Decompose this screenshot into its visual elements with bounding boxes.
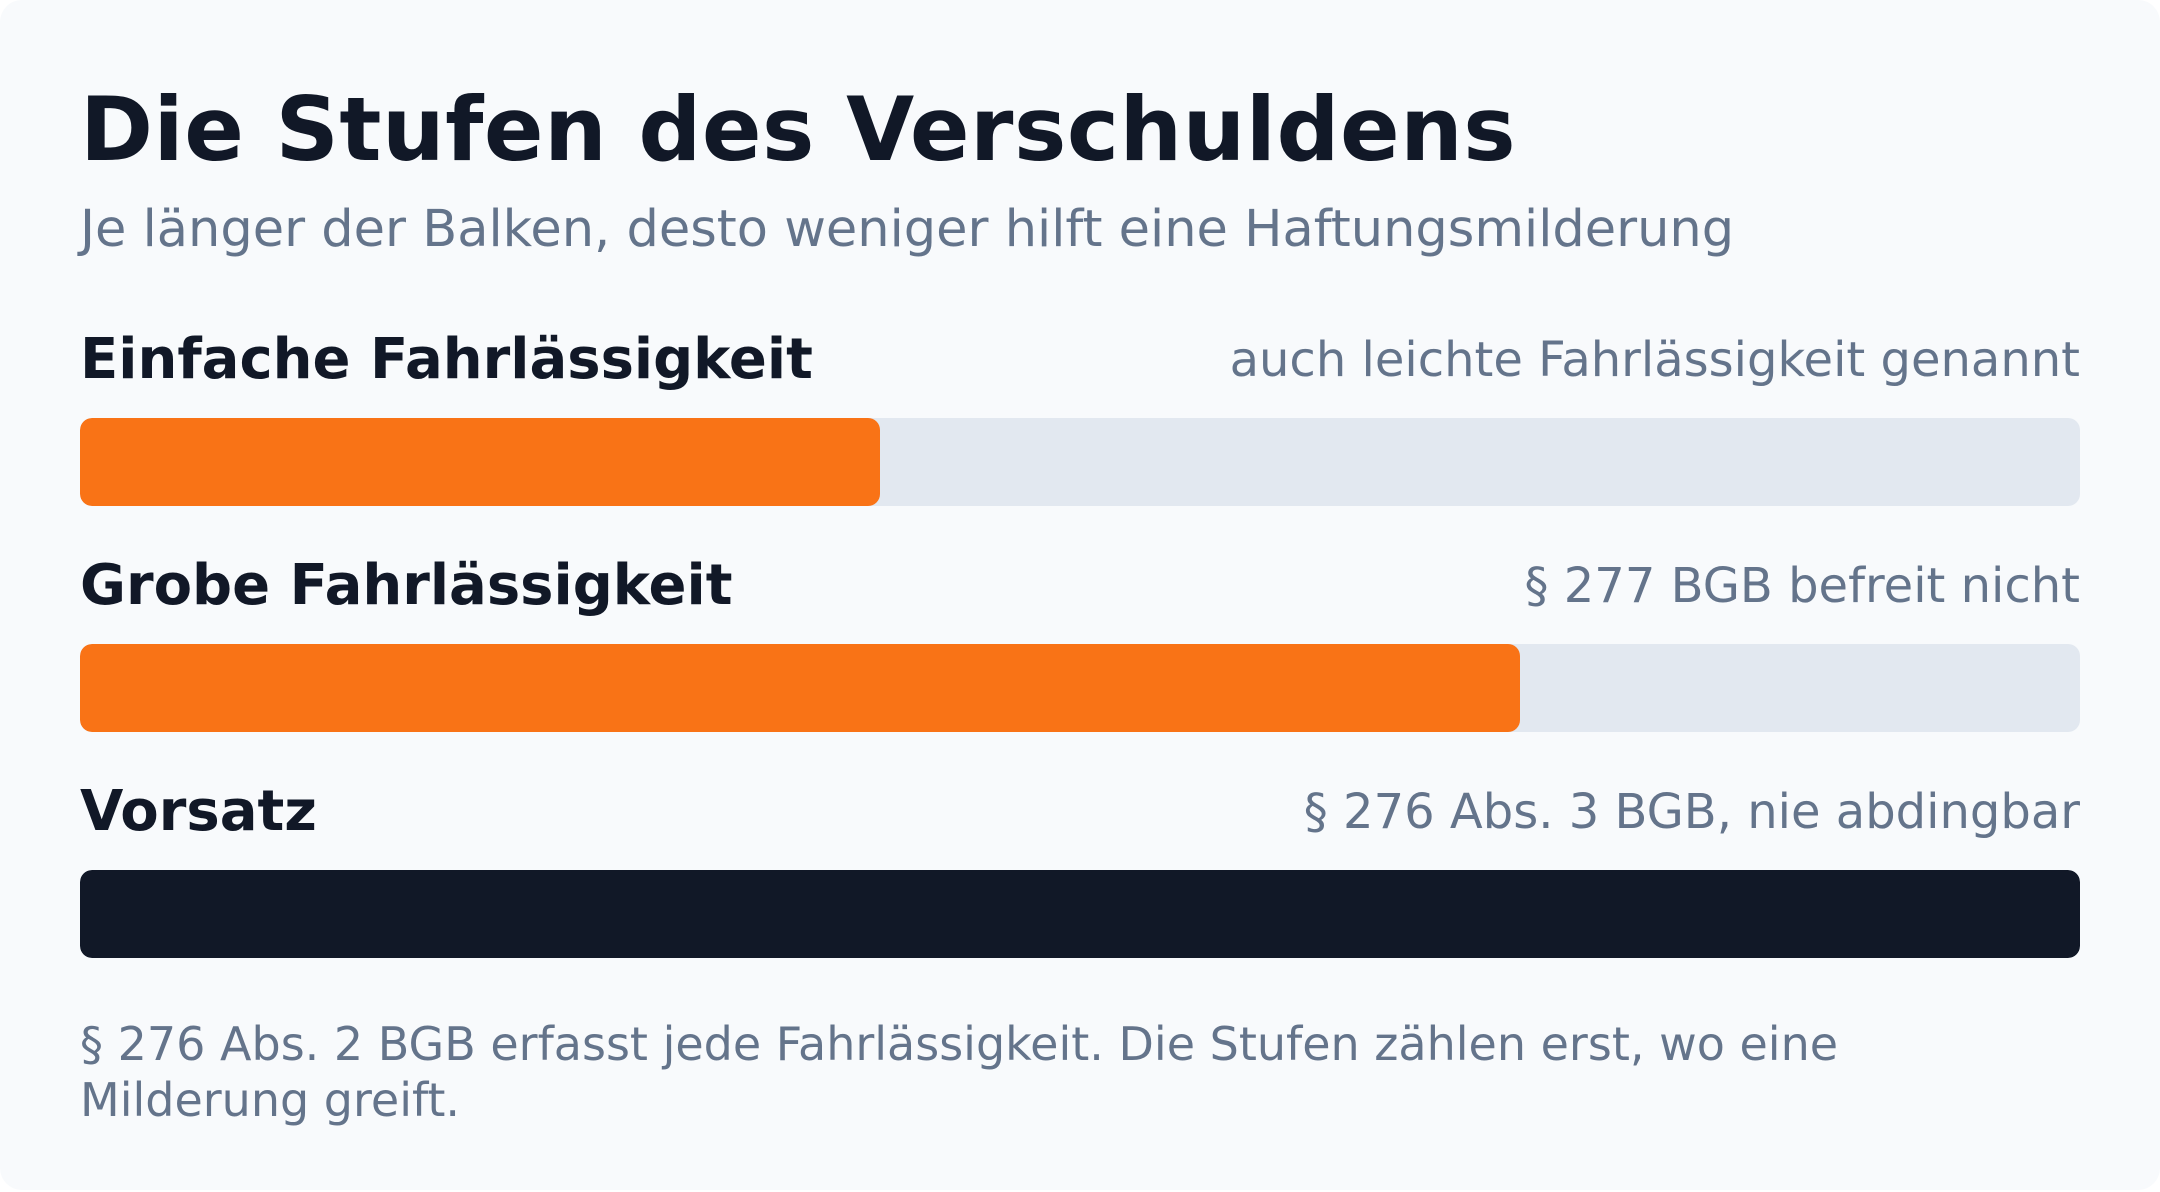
footnote: § 276 Abs. 2 BGB erfasst jede Fahrlässig… <box>80 1017 1839 1127</box>
chart-subtitle: Je länger der Balken, desto weniger hilf… <box>80 200 1735 259</box>
bar-note: auch leichte Fahrlässigkeit genannt <box>1229 332 2080 388</box>
bar-note: § 277 BGB befreit nicht <box>1524 558 2080 614</box>
bar-row-header: Vorsatz § 276 Abs. 3 BGB, nie abdingbar <box>80 780 2080 844</box>
bar-row: Vorsatz § 276 Abs. 3 BGB, nie abdingbar <box>80 772 2080 998</box>
bar-label: Vorsatz <box>80 779 317 844</box>
bar-label: Grobe Fahrlässigkeit <box>80 553 733 618</box>
bar-note: § 276 Abs. 3 BGB, nie abdingbar <box>1303 784 2080 840</box>
bar-fill <box>80 418 880 506</box>
chart-title: Die Stufen des Verschuldens <box>80 78 1517 181</box>
bar-rows: Einfache Fahrlässigkeit auch leichte Fahr… <box>80 320 2080 998</box>
bar-track <box>80 644 2080 732</box>
bar-fill <box>80 644 1520 732</box>
bar-row-header: Grobe Fahrlässigkeit § 277 BGB befreit ni… <box>80 554 2080 618</box>
bar-row: Einfache Fahrlässigkeit auch leichte Fahr… <box>80 320 2080 546</box>
bar-fill <box>80 870 2080 958</box>
bar-row-header: Einfache Fahrlässigkeit auch leichte Fahr… <box>80 328 2080 392</box>
bar-label: Einfache Fahrlässigkeit <box>80 327 813 392</box>
bar-track <box>80 870 2080 958</box>
bar-track <box>80 418 2080 506</box>
bar-row: Grobe Fahrlässigkeit § 277 BGB befreit ni… <box>80 546 2080 772</box>
